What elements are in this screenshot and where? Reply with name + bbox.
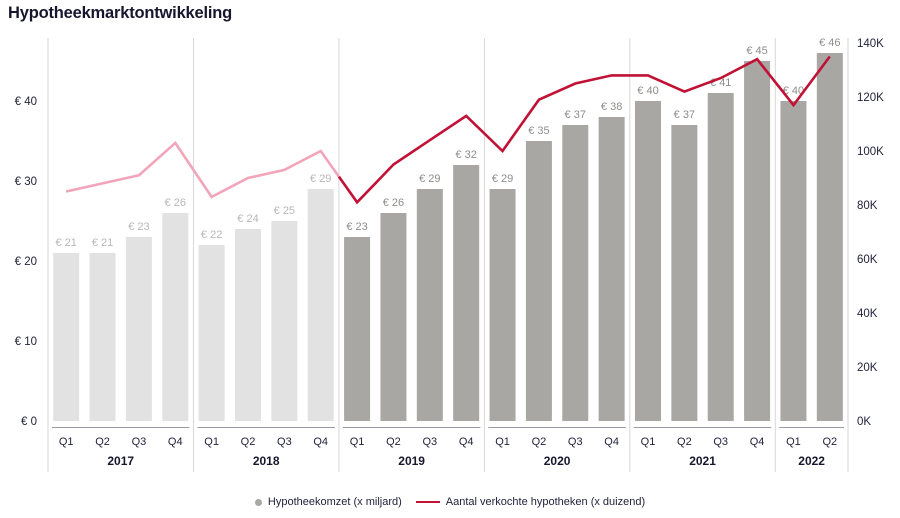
bar-value-label: € 29 — [419, 173, 440, 185]
x-tick-label-2018-Q2: Q2 — [241, 436, 256, 448]
x-tick-label-2021-Q1: Q1 — [641, 436, 656, 448]
x-tick-label-2019-Q2: Q2 — [386, 436, 401, 448]
right-axis-tick-label: 20K — [857, 362, 878, 374]
x-tick-label-2021-Q4: Q4 — [750, 436, 765, 448]
bar-value-label: € 32 — [455, 149, 476, 161]
x-tick-label-2018-Q4: Q4 — [313, 436, 328, 448]
bar-2018-Q2 — [235, 229, 261, 421]
bar-2018-Q4 — [307, 189, 334, 421]
year-label-2019: 2019 — [398, 454, 425, 468]
right-axis-tick-label: 40K — [857, 308, 878, 320]
bar-value-label: € 37 — [674, 109, 695, 121]
bar-2020-Q3 — [562, 125, 589, 421]
bar-2017-Q3 — [125, 237, 152, 421]
x-tick-label-2019-Q1: Q1 — [350, 436, 365, 448]
right-axis-tick-label: 80K — [857, 200, 878, 212]
year-label-2022: 2022 — [798, 454, 825, 468]
bar-value-label: € 22 — [201, 229, 222, 241]
bar-2019-Q1 — [344, 237, 371, 421]
bar-value-label: € 21 — [55, 237, 76, 249]
x-tick-label-2020-Q3: Q3 — [568, 436, 583, 448]
bar-value-label: € 26 — [165, 197, 186, 209]
x-tick-label-2018-Q1: Q1 — [204, 436, 219, 448]
bar-value-label: € 45 — [746, 45, 767, 57]
bar-2019-Q3 — [416, 189, 443, 421]
right-axis-tick-label: 120K — [857, 92, 884, 104]
year-label-2021: 2021 — [689, 454, 716, 468]
bar-2017-Q4 — [162, 213, 189, 421]
page-title: Hypotheekmarktontwikkeling — [8, 4, 233, 22]
x-tick-label-2022-Q1: Q1 — [786, 436, 801, 448]
bar-value-label: € 46 — [819, 37, 840, 49]
left-axis-tick-label: € 20 — [15, 256, 37, 268]
year-label-2017: 2017 — [107, 454, 134, 468]
bar-2018-Q3 — [271, 221, 298, 421]
bar-value-label: € 35 — [528, 125, 549, 137]
legend-label-revenue: Hypotheekomzet (x miljard) — [267, 496, 402, 508]
legend-label-count: Aantal verkochte hypotheken (x duizend) — [445, 496, 646, 508]
x-tick-label-2022-Q2: Q2 — [822, 436, 837, 448]
x-tick-label-2021-Q2: Q2 — [677, 436, 692, 448]
right-axis-tick-label: 60K — [857, 254, 878, 266]
legend-item-revenue: Hypotheekomzet (x miljard) — [254, 496, 402, 508]
x-tick-label-2018-Q3: Q3 — [277, 436, 292, 448]
bar-2021-Q4 — [744, 61, 771, 421]
bar-value-label: € 37 — [565, 109, 586, 121]
chart-legend: Hypotheekomzet (x miljard) Aantal verkoc… — [0, 496, 900, 508]
bar-value-label: € 38 — [601, 101, 622, 113]
x-tick-label-2020-Q4: Q4 — [604, 436, 619, 448]
bar-value-label: € 23 — [346, 221, 367, 233]
bar-2022-Q1 — [780, 101, 807, 421]
x-tick-label-2017-Q1: Q1 — [59, 436, 74, 448]
bar-2019-Q4 — [453, 165, 480, 421]
bar-value-label: € 21 — [92, 237, 113, 249]
bar-series-dot-icon — [254, 498, 262, 506]
right-axis-tick-label: 140K — [857, 38, 884, 50]
bar-2017-Q1 — [53, 253, 80, 421]
x-tick-label-2020-Q1: Q1 — [495, 436, 510, 448]
x-tick-label-2019-Q4: Q4 — [459, 436, 474, 448]
right-axis-tick-label: 0K — [857, 416, 871, 428]
bar-2021-Q2 — [671, 125, 698, 421]
line-series-recent — [337, 55, 831, 205]
bar-2021-Q3 — [707, 93, 734, 421]
left-axis-tick-label: € 30 — [15, 176, 37, 188]
bar-value-label: € 40 — [783, 85, 804, 97]
x-tick-label-2021-Q3: Q3 — [713, 436, 728, 448]
x-tick-label-2020-Q2: Q2 — [532, 436, 547, 448]
bar-value-label: € 25 — [274, 205, 295, 217]
left-axis-tick-label: € 40 — [15, 96, 37, 108]
x-tick-label-2019-Q3: Q3 — [422, 436, 437, 448]
x-tick-label-2017-Q2: Q2 — [95, 436, 110, 448]
combo-chart-canvas: € 0 € 10 € 20 € 30 € 40 0K 20K 40K 60K 80K 100K 120… — [15, 37, 884, 472]
bar-value-label: € 29 — [492, 173, 513, 185]
bar-2020-Q2 — [525, 141, 552, 421]
bar-value-label: € 24 — [237, 213, 258, 225]
bar-2017-Q2 — [89, 253, 116, 421]
line-series-swatch-icon — [415, 500, 440, 504]
bar-value-label: € 40 — [637, 85, 658, 97]
right-axis-tick-label: 100K — [857, 146, 884, 158]
year-label-2020: 2020 — [544, 454, 571, 468]
x-tick-label-2017-Q3: Q3 — [132, 436, 147, 448]
bar-2019-Q2 — [380, 213, 407, 421]
bar-2018-Q1 — [198, 245, 225, 421]
left-axis-tick-label: € 10 — [15, 336, 37, 348]
bar-2022-Q2 — [816, 53, 843, 421]
bar-value-label: € 26 — [383, 197, 404, 209]
x-tick-label-2017-Q4: Q4 — [168, 436, 183, 448]
left-axis-tick-label: € 0 — [21, 416, 37, 428]
bar-2021-Q1 — [635, 101, 661, 421]
legend-item-count: Aantal verkochte hypotheken (x duizend) — [415, 496, 646, 508]
bar-value-label: € 29 — [310, 173, 331, 185]
bar-2020-Q1 — [489, 189, 516, 421]
year-label-2018: 2018 — [253, 454, 280, 468]
line-series-past — [65, 140, 340, 199]
bar-2020-Q4 — [598, 117, 625, 421]
bar-value-label: € 23 — [128, 221, 149, 233]
